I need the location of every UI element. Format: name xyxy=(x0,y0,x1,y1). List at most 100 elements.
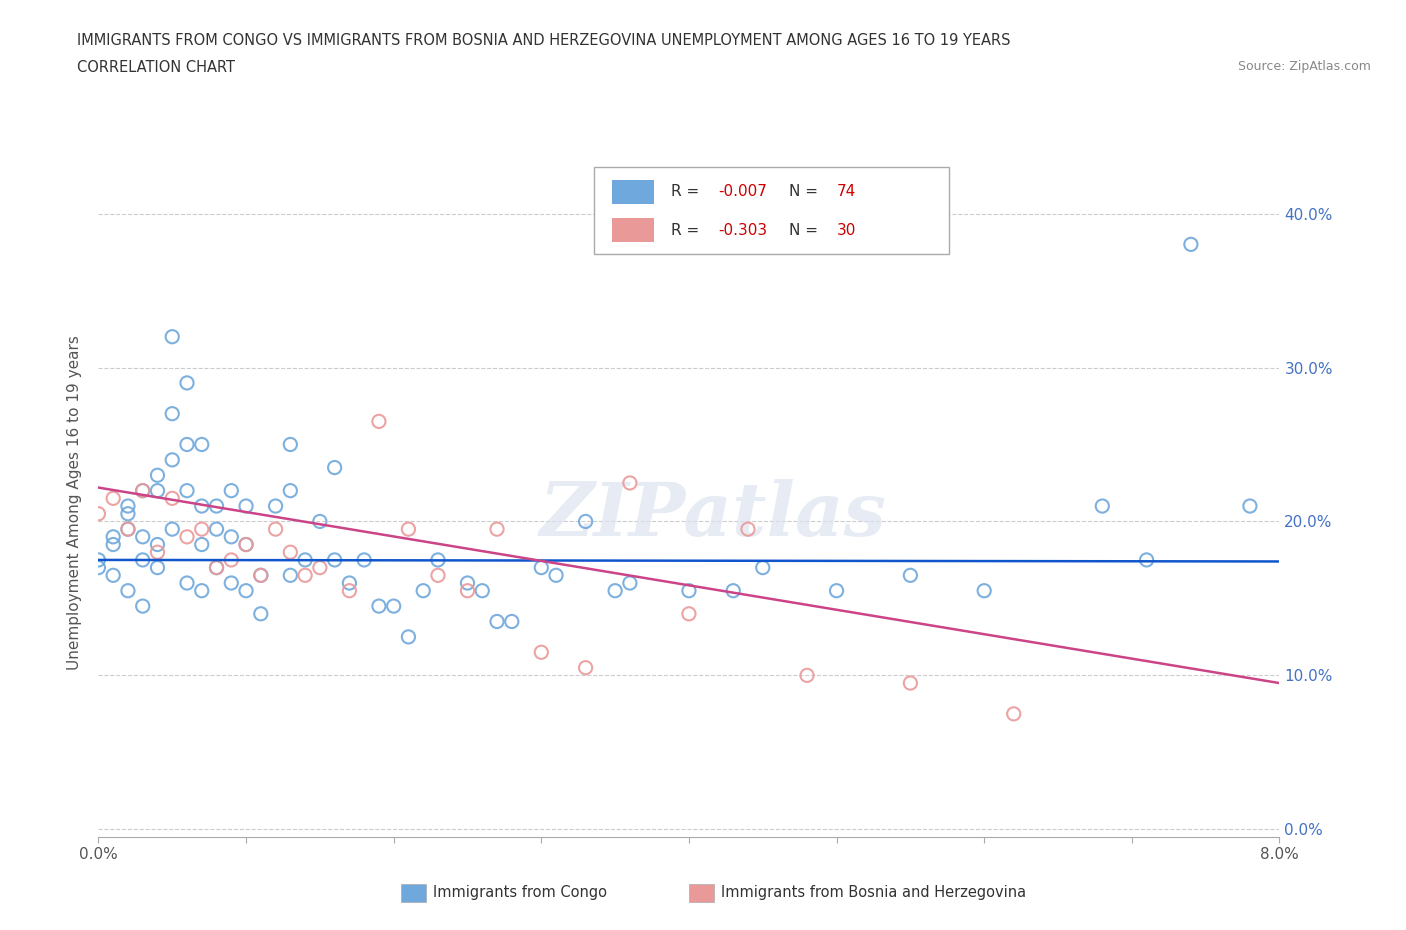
Point xyxy=(132,529,155,544)
Point xyxy=(900,568,922,583)
Point xyxy=(308,560,332,575)
Text: Source: ZipAtlas.com: Source: ZipAtlas.com xyxy=(1237,60,1371,73)
Point xyxy=(294,552,316,567)
Text: ZIPatlas: ZIPatlas xyxy=(538,479,886,551)
Point xyxy=(235,498,257,513)
Point xyxy=(337,583,360,598)
Text: -0.303: -0.303 xyxy=(718,222,768,237)
Point xyxy=(426,568,449,583)
Point xyxy=(146,560,169,575)
Point xyxy=(87,560,110,575)
Point xyxy=(485,522,508,537)
Point xyxy=(382,599,405,614)
Point xyxy=(264,498,287,513)
Text: N =: N = xyxy=(789,222,823,237)
Text: 30: 30 xyxy=(837,222,856,237)
Point xyxy=(219,576,242,591)
Point xyxy=(162,452,183,467)
Point xyxy=(162,406,183,421)
Point xyxy=(619,576,641,591)
Point xyxy=(117,498,139,513)
Bar xyxy=(612,179,654,204)
Point xyxy=(367,599,389,614)
Point xyxy=(103,491,125,506)
Point xyxy=(396,630,419,644)
Point xyxy=(574,660,596,675)
Point xyxy=(191,437,214,452)
Point xyxy=(117,506,139,521)
Point xyxy=(825,583,848,598)
Text: IMMIGRANTS FROM CONGO VS IMMIGRANTS FROM BOSNIA AND HERZEGOVINA UNEMPLOYMENT AMO: IMMIGRANTS FROM CONGO VS IMMIGRANTS FROM… xyxy=(77,33,1011,47)
Point xyxy=(501,614,523,629)
Point xyxy=(278,484,302,498)
Point xyxy=(132,484,155,498)
Point xyxy=(219,529,242,544)
Point xyxy=(235,583,257,598)
Point xyxy=(605,583,627,598)
Point xyxy=(235,538,257,552)
Point xyxy=(456,583,478,598)
Point xyxy=(250,568,273,583)
Point xyxy=(574,514,596,529)
Text: CORRELATION CHART: CORRELATION CHART xyxy=(77,60,235,75)
Point xyxy=(721,583,744,598)
Point xyxy=(205,560,228,575)
Point xyxy=(278,437,302,452)
Point xyxy=(1135,552,1157,567)
Point xyxy=(308,514,332,529)
Text: Immigrants from Bosnia and Herzegovina: Immigrants from Bosnia and Herzegovina xyxy=(721,885,1026,900)
Point xyxy=(176,576,198,591)
Point xyxy=(353,552,375,567)
Point xyxy=(1002,707,1025,722)
FancyBboxPatch shape xyxy=(595,167,949,255)
Point xyxy=(205,522,228,537)
Point xyxy=(264,522,287,537)
Point xyxy=(205,498,228,513)
Point xyxy=(103,568,125,583)
Point xyxy=(678,606,700,621)
Point xyxy=(456,576,478,591)
Point xyxy=(323,552,346,567)
Point xyxy=(471,583,494,598)
Point xyxy=(132,552,155,567)
Point xyxy=(294,568,316,583)
Point xyxy=(87,506,110,521)
Point xyxy=(162,522,183,537)
Point xyxy=(546,568,568,583)
Point xyxy=(530,560,553,575)
Point xyxy=(619,475,641,490)
Point xyxy=(191,498,214,513)
Point xyxy=(162,491,183,506)
Point xyxy=(900,675,922,690)
Point xyxy=(117,583,139,598)
Point xyxy=(485,614,508,629)
Point xyxy=(146,468,169,483)
Point xyxy=(250,606,273,621)
Point xyxy=(530,644,553,659)
Point xyxy=(146,545,169,560)
Point xyxy=(146,538,169,552)
Point xyxy=(1091,498,1114,513)
Point xyxy=(250,568,273,583)
Point xyxy=(191,522,214,537)
Point xyxy=(162,329,183,344)
Y-axis label: Unemployment Among Ages 16 to 19 years: Unemployment Among Ages 16 to 19 years xyxy=(67,335,83,670)
Point xyxy=(87,552,110,567)
Point xyxy=(176,437,198,452)
Text: Immigrants from Congo: Immigrants from Congo xyxy=(433,885,607,900)
Point xyxy=(146,484,169,498)
Point xyxy=(219,484,242,498)
Point xyxy=(219,552,242,567)
Point xyxy=(1180,237,1202,252)
Point xyxy=(737,522,759,537)
Point xyxy=(396,522,419,537)
Text: N =: N = xyxy=(789,184,823,199)
Point xyxy=(117,522,139,537)
Text: -0.007: -0.007 xyxy=(718,184,768,199)
Point xyxy=(337,576,360,591)
Bar xyxy=(612,218,654,242)
Point xyxy=(191,583,214,598)
Point xyxy=(367,414,389,429)
Point xyxy=(412,583,434,598)
Point xyxy=(117,522,139,537)
